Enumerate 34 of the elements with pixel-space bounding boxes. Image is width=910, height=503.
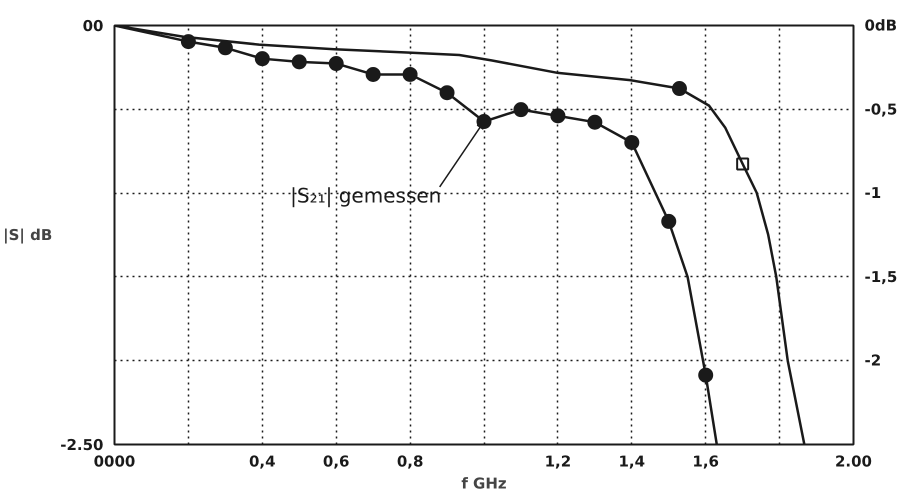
- y2-tick-label: -1,5: [864, 268, 898, 286]
- point: [672, 81, 687, 96]
- point: [624, 135, 640, 150]
- annotation: |S₂₁| gemessen: [290, 183, 442, 208]
- point: [736, 157, 750, 170]
- point: [550, 108, 566, 124]
- x-tick-label: 1,2: [544, 452, 572, 470]
- point: [328, 56, 344, 72]
- y2-tick-label: 0dB: [864, 16, 898, 34]
- point: [180, 34, 196, 50]
- x-tick-label: 2.00: [834, 452, 872, 470]
- x-tick-label: 1,4: [618, 452, 646, 470]
- x-tick-label: 0,4: [249, 452, 276, 470]
- point: [440, 85, 455, 100]
- y2-tick-label: -1: [864, 184, 882, 202]
- point: [254, 51, 270, 66]
- y2-tick-label: -0,5: [864, 100, 898, 118]
- x-tick-label: 0,8: [396, 452, 424, 470]
- point: [218, 40, 233, 56]
- point: [292, 54, 307, 70]
- x-tick-label: 1,6: [692, 452, 719, 470]
- y-tick-label: -2.50: [60, 436, 104, 454]
- y2-tick-label: -2: [864, 352, 882, 370]
- point: [587, 114, 602, 130]
- y-axis-title: |S| dB: [3, 226, 52, 244]
- point: [513, 102, 528, 118]
- point: [661, 214, 676, 229]
- x-tick-label: 0000: [94, 452, 136, 470]
- point: [698, 368, 714, 383]
- y-tick-label: 00: [82, 17, 104, 35]
- x-tick-label: 0,6: [322, 452, 350, 470]
- x-axis-title: f GHz: [461, 474, 507, 492]
- point: [402, 66, 418, 82]
- point: [366, 66, 381, 82]
